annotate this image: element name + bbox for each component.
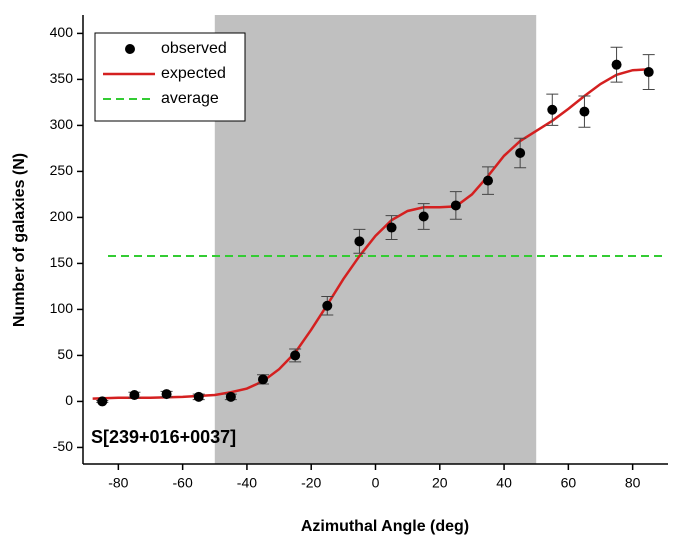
data-point — [386, 222, 397, 233]
x-tick-label: -80 — [108, 475, 128, 491]
annotation: S[239+016+0037] — [91, 427, 236, 447]
data-point — [450, 200, 461, 211]
data-point — [258, 374, 268, 385]
y-tick-label: 350 — [50, 70, 74, 86]
x-tick-label: 40 — [496, 475, 512, 491]
data-point — [225, 391, 236, 402]
data-point — [547, 104, 558, 115]
data-point — [515, 148, 526, 159]
data-point — [161, 389, 172, 400]
data-point — [483, 175, 493, 186]
x-tick-label: 60 — [561, 475, 577, 491]
x-tick-label: -20 — [301, 475, 321, 491]
data-point — [193, 391, 204, 402]
fit-line — [92, 68, 649, 400]
y-tick-label: -50 — [53, 438, 73, 454]
y-tick-label: 300 — [50, 116, 74, 132]
x-tick-label: 0 — [372, 475, 380, 491]
y-tick-label: 50 — [57, 346, 73, 362]
x-tick-label: -40 — [237, 475, 257, 491]
data-point — [322, 300, 333, 311]
y-axis-title: Number of galaxies (N) — [11, 153, 28, 327]
x-tick-label: -60 — [173, 475, 193, 491]
legend-box — [94, 32, 246, 122]
data-point — [418, 211, 429, 222]
x-tick-label: 80 — [625, 475, 641, 491]
data-point — [643, 67, 654, 78]
shaded-region — [214, 15, 537, 464]
data-point — [579, 106, 590, 117]
data-point — [290, 350, 301, 361]
x-axis-title: Azimuthal Angle (deg) — [301, 518, 469, 535]
data-point — [97, 396, 108, 407]
data-point — [354, 236, 365, 247]
data-point — [129, 389, 140, 400]
y-tick-label: 200 — [50, 208, 74, 224]
y-tick-label: 0 — [65, 392, 73, 408]
legend-label: average — [161, 90, 219, 107]
x-tick-label: 20 — [432, 475, 448, 491]
data-point — [611, 59, 622, 70]
y-tick-label: 150 — [50, 254, 74, 270]
y-tick-label: 250 — [50, 162, 74, 178]
y-tick-label: 100 — [50, 300, 74, 316]
legend-label: observed — [161, 40, 227, 57]
y-tick-label: 400 — [50, 24, 74, 40]
legend-label: expected — [161, 65, 226, 82]
legend-symbol — [125, 44, 135, 54]
